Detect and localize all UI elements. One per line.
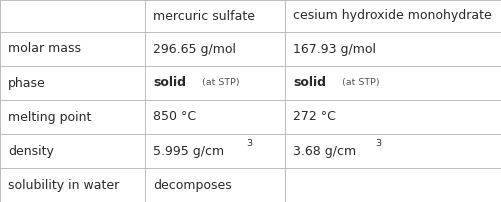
Text: (at STP): (at STP) xyxy=(339,79,379,87)
Text: decomposes: decomposes xyxy=(153,179,232,191)
Text: 296.65 g/mol: 296.65 g/mol xyxy=(153,42,236,56)
Text: mercuric sulfate: mercuric sulfate xyxy=(153,9,255,22)
Text: molar mass: molar mass xyxy=(8,42,81,56)
Text: solid: solid xyxy=(293,77,326,89)
Text: 3.68 g/cm: 3.68 g/cm xyxy=(293,144,356,158)
Text: solubility in water: solubility in water xyxy=(8,179,119,191)
Text: 3: 3 xyxy=(246,139,252,148)
Text: 167.93 g/mol: 167.93 g/mol xyxy=(293,42,376,56)
Text: 5.995 g/cm: 5.995 g/cm xyxy=(153,144,224,158)
Text: cesium hydroxide monohydrate: cesium hydroxide monohydrate xyxy=(293,9,492,22)
Text: 850 °C: 850 °C xyxy=(153,110,196,123)
Text: 272 °C: 272 °C xyxy=(293,110,336,123)
Text: phase: phase xyxy=(8,77,46,89)
Text: melting point: melting point xyxy=(8,110,91,123)
Text: (at STP): (at STP) xyxy=(198,79,239,87)
Text: density: density xyxy=(8,144,54,158)
Text: 3: 3 xyxy=(375,139,382,148)
Text: solid: solid xyxy=(153,77,186,89)
